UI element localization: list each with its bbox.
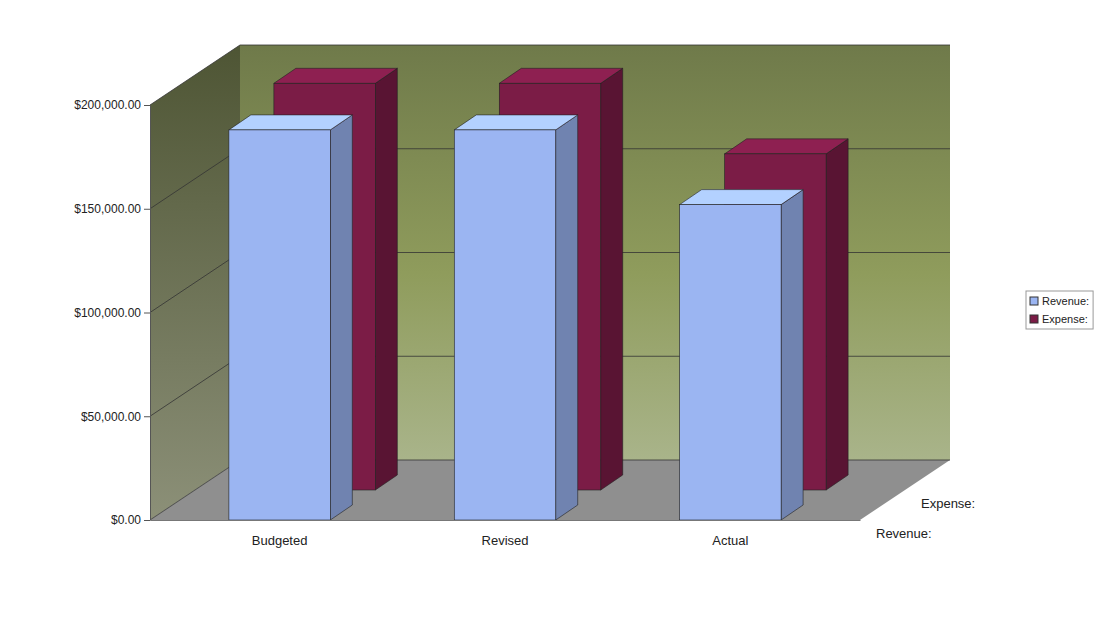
bar-side [375, 68, 397, 490]
bar-top [229, 115, 352, 130]
y-tick: $0.00 [111, 513, 150, 527]
bar-side [330, 115, 352, 520]
bar-front [229, 130, 330, 520]
walls [150, 45, 950, 520]
legend-swatch [1030, 297, 1038, 305]
y-tick-label: $50,000.00 [81, 410, 141, 424]
y-tick-mark [144, 209, 150, 210]
bar-top [499, 68, 622, 83]
x-tick: Actual [712, 520, 748, 548]
y-axis: $0.00 $50,000.00 $100,000.00 $150,000.00 $20… [74, 98, 150, 527]
y-tick-label: $150,000.00 [74, 202, 141, 216]
y-tick-mark [144, 105, 150, 106]
y-tick: $100,000.00 [74, 306, 150, 320]
grid [150, 45, 950, 520]
y-tick-mark [144, 520, 150, 521]
y-tick-label: $100,000.00 [74, 306, 141, 320]
y-tick: $200,000.00 [74, 98, 150, 112]
bar [680, 190, 803, 520]
x-tick-label: Revised [482, 533, 529, 548]
bar-top [680, 190, 803, 205]
x-tick-label: Budgeted [252, 533, 308, 548]
x-axis: Budgeted Revised Actual [151, 520, 861, 548]
bar-side [781, 190, 803, 520]
chart: $0.00 $50,000.00 $100,000.00 $150,000.00 $20… [0, 0, 1108, 631]
bar-top [725, 139, 848, 154]
y-axis-line [150, 106, 151, 521]
x-tick: Budgeted [252, 520, 308, 548]
legend-box [1026, 291, 1093, 329]
y-tick: $150,000.00 [74, 202, 150, 216]
y-tick-label: $200,000.00 [74, 98, 141, 112]
y-tick-mark [144, 313, 150, 314]
x-tick: Revised [482, 520, 529, 548]
bar-top [454, 115, 577, 130]
legend-swatch [1030, 315, 1038, 323]
bar-side [601, 68, 623, 490]
bar [229, 115, 352, 520]
bar-side [556, 115, 578, 520]
legend: Revenue: Expense: [1026, 291, 1093, 329]
bar-front [454, 130, 555, 520]
y-tick-mark [144, 416, 150, 417]
legend-label: Revenue: [1042, 295, 1089, 307]
x-tick-label: Actual [712, 533, 748, 548]
depth-axis: Revenue: Expense: [876, 496, 975, 541]
bar [454, 115, 577, 520]
bar-top [274, 68, 397, 83]
x-axis-line [151, 520, 861, 521]
bar-front [680, 205, 781, 520]
bar-side [826, 139, 848, 490]
legend-label: Expense: [1042, 313, 1088, 325]
depth-label: Revenue: [876, 526, 932, 541]
y-tick-label: $0.00 [111, 513, 141, 527]
y-tick: $50,000.00 [81, 410, 150, 424]
depth-label: Expense: [921, 496, 975, 511]
plot-area [229, 68, 848, 520]
